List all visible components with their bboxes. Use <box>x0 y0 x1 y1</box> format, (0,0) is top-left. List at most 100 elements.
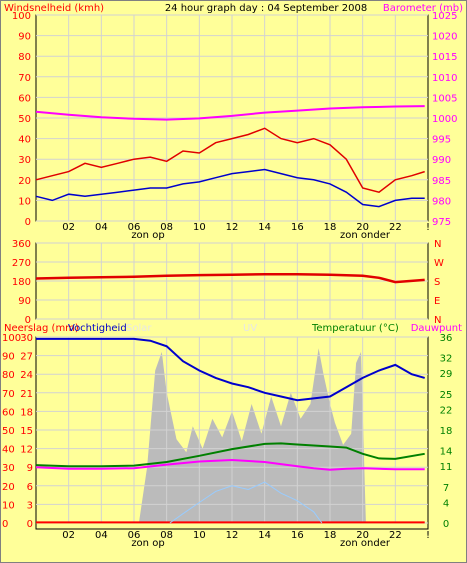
rain-tick-label: 12 <box>20 445 33 456</box>
x-tick-label: 06 <box>128 530 141 541</box>
humidity-tick-label: 90 <box>2 352 15 363</box>
rain-tick-label: 27 <box>20 352 33 363</box>
temperature-tick-label: 0 <box>443 519 449 530</box>
panel2-left-ticks: 360 270 180 90 0 <box>12 239 31 326</box>
rain-tick-label: 21 <box>20 389 33 400</box>
solar-area <box>36 348 425 523</box>
temperature-tick-label: 29 <box>440 369 453 380</box>
humidity-line <box>36 337 425 402</box>
x-tick-label: 04 <box>95 222 108 233</box>
barometer-tick-label: 1020 <box>432 32 457 43</box>
barometer-tick-label: 990 <box>432 155 451 166</box>
legend-temperature: Temperatuur (°C) <box>311 323 399 334</box>
barometer-line <box>35 105 425 121</box>
x-tick-label: 16 <box>291 530 304 541</box>
x-tick-label: 10 <box>193 222 206 233</box>
legend-uv: UV <box>243 323 257 334</box>
wind-tick-label: 60 <box>18 93 31 104</box>
humidity-tick-label: 10 <box>2 500 15 511</box>
temperature-tick-label: 14 <box>440 447 453 458</box>
barometer-tick-label: 985 <box>432 176 451 187</box>
dewpoint-line <box>35 458 425 471</box>
rain-tick-label: 3 <box>27 500 33 511</box>
x-tick-label: 02 <box>62 222 75 233</box>
barometer-tick-label: 1000 <box>432 114 457 125</box>
rain-tick-label: 0 <box>27 519 33 530</box>
rain-tick-label: 24 <box>20 370 33 381</box>
compass-label: N <box>434 315 441 326</box>
panel3-temperature-ticks: 36 32 29 25 22 18 14 11 7 4 0 <box>440 333 453 530</box>
x-tick-label: 20 <box>356 530 369 541</box>
legend-rain: Neerslag (mm) <box>4 323 79 334</box>
x-tick-label: 08 <box>160 530 173 541</box>
direction-tick-label: 270 <box>12 258 31 269</box>
panel2-series <box>35 272 425 284</box>
barometer-tick-label: 1010 <box>432 73 457 84</box>
x-tick-label: 18 <box>324 530 337 541</box>
panel3-solar-area <box>36 348 425 523</box>
humidity-tick-label: 60 <box>2 407 15 418</box>
wind-tick-label: 40 <box>18 135 31 146</box>
wind-tick-label: 20 <box>18 176 31 187</box>
x-tick-label: 22 <box>389 222 402 233</box>
direction-tick-label: 90 <box>18 296 31 307</box>
humidity-tick-label: 30 <box>2 463 15 474</box>
temperature-tick-label: 22 <box>440 405 453 416</box>
barometer-tick-label: 980 <box>432 196 451 207</box>
x-tick-label: 14 <box>258 530 271 541</box>
panel3-x-ticks: 02 04 06 08 10 12 14 16 18 20 22! <box>62 530 430 541</box>
panel3-legend: Neerslag (mm) Vochtigheid Solar UV Tempe… <box>4 323 462 334</box>
wind-tick-label: 30 <box>18 155 31 166</box>
wind-tick-label: 80 <box>18 52 31 63</box>
humidity-tick-label: 50 <box>2 426 15 437</box>
temperature-tick-label: 7 <box>443 483 449 494</box>
compass-label: S <box>434 277 440 288</box>
panel1-sunrise-label: zon op <box>131 230 164 241</box>
x-tick-label: 08 <box>160 222 173 233</box>
uv-line <box>169 481 323 524</box>
rain-tick-label: 6 <box>27 482 33 493</box>
temperature-tick-label: 11 <box>440 462 453 473</box>
humidity-tick-label: 70 <box>2 389 15 400</box>
compass-label: E <box>434 296 440 307</box>
temperature-tick-label: 32 <box>440 354 453 365</box>
temperature-tick-label: 18 <box>440 426 453 437</box>
wind-gust-line <box>35 127 425 194</box>
humidity-tick-label: 80 <box>2 370 15 381</box>
legend-dewpoint: Dauwpunt <box>411 323 462 334</box>
legend-humidity: Vochtigheid <box>68 323 127 334</box>
rain-tick-label: 9 <box>27 463 33 474</box>
temperature-line <box>35 442 425 468</box>
x-tick-label: 20 <box>356 222 369 233</box>
wind-speed-line <box>35 168 425 208</box>
x-tick-label: 04 <box>95 530 108 541</box>
x-tick-label: ! <box>426 222 430 233</box>
rain-tick-label: 30 <box>20 333 33 344</box>
wind-tick-label: 100 <box>12 11 31 22</box>
panel3-sunset-label: zon onder <box>340 538 391 549</box>
temperature-tick-label: 4 <box>443 498 449 509</box>
direction-tick-label: 180 <box>12 277 31 288</box>
x-tick-label: 12 <box>226 530 239 541</box>
wind-tick-label: 90 <box>18 32 31 43</box>
compass-label: N <box>434 239 441 250</box>
barometer-tick-label: 995 <box>432 135 451 146</box>
direction-tick-label: 360 <box>12 239 31 250</box>
x-tick-label: 22 <box>389 530 402 541</box>
temperature-tick-label: 25 <box>440 390 453 401</box>
wind-tick-label: 0 <box>25 217 31 228</box>
humidity-tick-label: 20 <box>2 482 15 493</box>
panel3-series <box>35 337 425 524</box>
x-tick-label: 10 <box>193 530 206 541</box>
barometer-axis-title: Barometer (mb) <box>383 3 463 14</box>
humidity-tick-label: 0 <box>2 519 8 530</box>
legend-solar: Solar <box>126 323 152 334</box>
direction-tick-label: 0 <box>25 315 31 326</box>
x-tick-label: 16 <box>291 222 304 233</box>
wind-tick-label: 10 <box>18 196 31 207</box>
